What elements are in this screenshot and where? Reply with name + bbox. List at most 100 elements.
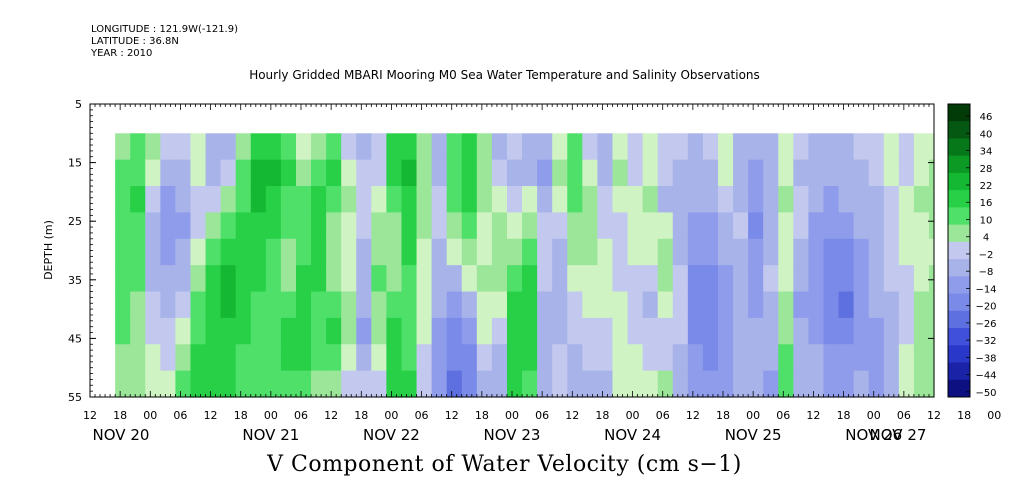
colorbar-swatch (948, 362, 970, 381)
heatmap-cell (522, 370, 538, 398)
heatmap-cell (160, 133, 176, 161)
heatmap-cell (175, 212, 192, 240)
heatmap-cell (431, 317, 448, 345)
heatmap-cell (522, 238, 538, 266)
heatmap-cell (115, 291, 131, 319)
heatmap-cell (446, 159, 463, 187)
x-tick-label: 18 (957, 409, 971, 422)
heatmap-cell (235, 370, 252, 398)
heatmap-cell (145, 265, 161, 293)
heatmap-cell (356, 291, 372, 319)
heatmap-cell (717, 344, 734, 372)
heatmap-cell (476, 212, 493, 240)
heatmap-cell (401, 186, 418, 214)
heatmap-cell (115, 133, 131, 161)
heatmap-cell (883, 212, 900, 240)
x-date-label: NOV 21 (242, 426, 299, 444)
heatmap-cell (733, 344, 749, 372)
heatmap-cell (205, 291, 222, 319)
heatmap-cell (853, 265, 870, 293)
heatmap-cell (672, 291, 689, 319)
colorbar-swatch (948, 104, 970, 122)
heatmap-cell (883, 159, 900, 187)
heatmap-cell (326, 291, 342, 319)
heatmap-cell (386, 133, 403, 161)
heatmap-cell (401, 133, 418, 161)
heatmap-cell (431, 212, 448, 240)
heatmap-cell (733, 212, 749, 240)
heatmap-cell (733, 317, 749, 345)
heatmap-cell (506, 186, 523, 214)
heatmap-cell (868, 291, 885, 319)
heatmap-cell (823, 159, 840, 187)
heatmap-cell (160, 265, 176, 293)
x-tick-label: 00 (987, 409, 1001, 422)
heatmap-cell (582, 265, 598, 293)
heatmap-cell (687, 133, 704, 161)
heatmap-cell (612, 212, 629, 240)
heatmap-cell (913, 370, 930, 398)
colorbar-label: −14 (975, 284, 996, 295)
heatmap-cell (145, 317, 161, 345)
heatmap-cell (250, 212, 267, 240)
heatmap-cell (250, 238, 267, 266)
heatmap-cell (823, 291, 840, 319)
heatmap-cell (341, 344, 357, 372)
heatmap-cell (778, 238, 794, 266)
heatmap-cell (672, 159, 689, 187)
heatmap-cell (326, 265, 342, 293)
heatmap-cell (808, 317, 825, 345)
x-tick-label: 12 (324, 409, 338, 422)
heatmap-cell (130, 317, 146, 345)
heatmap-cell (763, 186, 779, 214)
heatmap-cell (627, 186, 644, 214)
x-tick-label: 12 (204, 409, 218, 422)
heatmap-cell (295, 370, 312, 398)
heatmap-cell (778, 344, 794, 372)
colorbar-label: 16 (980, 198, 993, 209)
heatmap-cell (401, 370, 418, 398)
heatmap-cell (506, 212, 523, 240)
heatmap-cell (250, 291, 267, 319)
heatmap-cell (160, 317, 176, 345)
heatmap-cell (386, 370, 403, 398)
heatmap-cell (371, 291, 387, 319)
colorbar-swatch (948, 138, 970, 157)
colorbar-swatch (948, 310, 970, 329)
heatmap-cell (295, 344, 312, 372)
heatmap-cell (326, 317, 342, 345)
heatmap-cell (356, 212, 372, 240)
heatmap-cell (627, 344, 644, 372)
heatmap-cell (612, 133, 629, 161)
heatmap-cell (190, 370, 207, 398)
heatmap-cell (371, 212, 387, 240)
heatmap-cell (145, 133, 161, 161)
x-tick-label: 12 (565, 409, 579, 422)
heatmap-cell (778, 317, 794, 345)
heatmap-cell (672, 370, 689, 398)
heatmap-cell (597, 317, 614, 345)
heatmap-cell (280, 265, 297, 293)
heatmap-cell (928, 238, 935, 266)
heatmap-cell (115, 159, 131, 187)
heatmap-cell (612, 291, 629, 319)
heatmap-cell (913, 186, 930, 214)
heatmap-cell (763, 291, 779, 319)
heatmap-cell (928, 370, 935, 398)
heatmap-cell (416, 212, 433, 240)
heatmap-cell (778, 159, 794, 187)
x-date-label: NOV 24 (604, 426, 661, 444)
heatmap-cell (612, 159, 629, 187)
heatmap-cell (461, 317, 478, 345)
heatmap-cell (823, 265, 840, 293)
heatmap-cell (491, 159, 508, 187)
heatmap-cell (582, 370, 598, 398)
heatmap-cell (868, 265, 885, 293)
heatmap-cell (280, 238, 297, 266)
x-tick-label: 06 (535, 409, 549, 422)
x-axis: 12 18 00 06 12 18 00 06 12 18 00 06 12 18 00 06 12 18 00 06… (83, 104, 1001, 444)
heatmap-cell (898, 133, 915, 161)
heatmap-cell (506, 370, 523, 398)
heatmap-cell (838, 291, 855, 319)
colorbar-label: 46 (980, 112, 993, 123)
